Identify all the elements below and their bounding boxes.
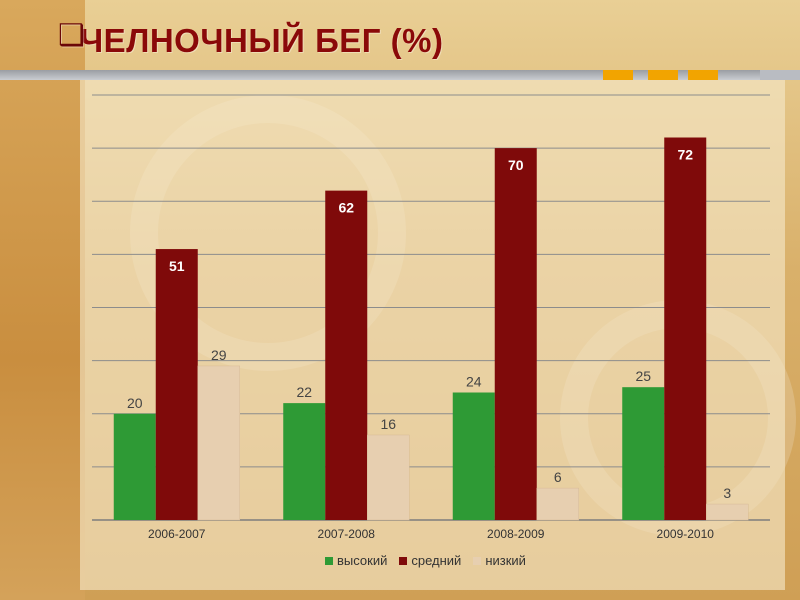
bar bbox=[197, 365, 240, 521]
bar bbox=[452, 392, 495, 520]
bar bbox=[494, 148, 537, 520]
title-divider-bar bbox=[0, 70, 800, 80]
legend-label: низкий bbox=[485, 553, 526, 568]
square-bullet-icon: ❑ bbox=[58, 19, 86, 52]
bar bbox=[283, 403, 326, 520]
bar bbox=[664, 137, 707, 520]
data-label: 20 bbox=[127, 395, 143, 411]
legend-swatch bbox=[473, 556, 482, 565]
x-tick-label: 2006-2007 bbox=[148, 527, 206, 541]
legend-label: высокий bbox=[337, 553, 388, 568]
data-label: 62 bbox=[338, 200, 354, 216]
data-label: 16 bbox=[380, 416, 396, 432]
data-label: 70 bbox=[508, 157, 524, 173]
bar bbox=[622, 387, 665, 520]
legend-item: высокий bbox=[325, 553, 387, 568]
accent-tile bbox=[648, 70, 678, 80]
bar bbox=[155, 249, 198, 520]
x-tick-label: 2009-2010 bbox=[657, 527, 715, 541]
chart-legend: высокий средний низкий bbox=[325, 553, 526, 568]
bar bbox=[536, 487, 579, 521]
bar bbox=[325, 190, 368, 520]
bar bbox=[113, 413, 156, 520]
legend-item: низкий bbox=[473, 553, 526, 568]
decorative-side-strip bbox=[0, 0, 85, 600]
x-tick-label: 2008-2009 bbox=[487, 527, 545, 541]
data-label: 6 bbox=[554, 469, 562, 485]
slide-title: ❑ ЧЕЛНОЧНЫЙ БЕГ (%) bbox=[58, 16, 444, 66]
bar bbox=[706, 503, 749, 521]
legend-item: средний bbox=[399, 553, 461, 568]
data-label: 29 bbox=[211, 347, 227, 363]
data-label: 24 bbox=[466, 374, 482, 390]
data-label: 22 bbox=[296, 384, 312, 400]
bar bbox=[367, 434, 410, 521]
x-tick-label: 2007-2008 bbox=[318, 527, 376, 541]
legend-swatch bbox=[399, 556, 408, 565]
legend-swatch bbox=[325, 556, 333, 565]
data-label: 25 bbox=[635, 368, 651, 384]
slide-title-text: ЧЕЛНОЧНЫЙ БЕГ (%) bbox=[80, 22, 444, 59]
title-divider-bar-end bbox=[760, 70, 800, 80]
data-label: 72 bbox=[677, 147, 693, 163]
accent-tile bbox=[688, 70, 718, 80]
data-label: 51 bbox=[169, 258, 185, 274]
accent-tile bbox=[603, 70, 633, 80]
data-label: 3 bbox=[723, 485, 731, 501]
legend-label: средний bbox=[411, 553, 462, 568]
